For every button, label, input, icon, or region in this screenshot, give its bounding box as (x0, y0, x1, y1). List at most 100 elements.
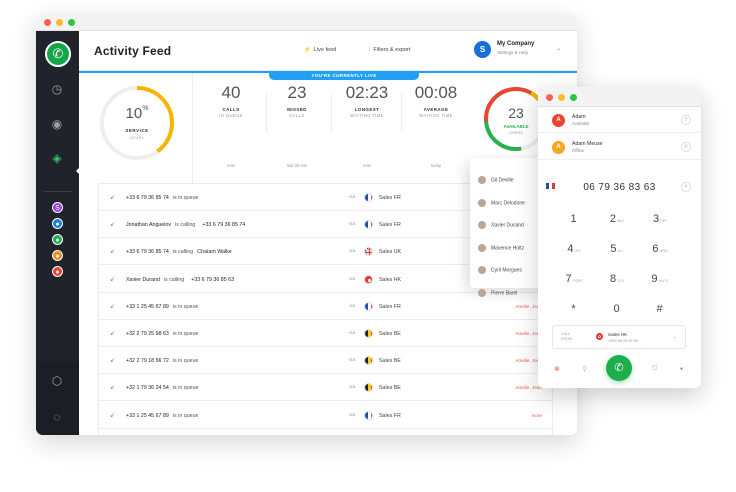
voicemail-icon[interactable]: ⊚ (554, 366, 560, 373)
agent-name: Marc Delodone (491, 199, 525, 206)
analytics-icon[interactable]: ◈ (52, 151, 62, 165)
live-feed-button[interactable]: ⚡ Live feed (304, 47, 336, 53)
keypad-key[interactable]: 6MNO (645, 239, 675, 257)
country-flag-icon[interactable] (546, 183, 555, 191)
close-window-button[interactable] (546, 94, 553, 101)
key-letters: PQRS (572, 279, 583, 283)
call-contact-icon[interactable]: ✆ (681, 142, 691, 152)
call-from-selector[interactable]: CALL FROM ✿ Sales HK +852 58 26 96 56 ⌄ (552, 325, 686, 349)
team-red-icon[interactable]: ● (52, 266, 63, 277)
line-name: Sales BE (379, 358, 401, 365)
stat-foot: last 30 min (286, 163, 308, 168)
agent-name: Pierre Barel (491, 289, 518, 296)
via-label: via (349, 358, 356, 364)
table-row[interactable]: ↙ +33 1 25 45 67 89 is in queue via Sales FR… (99, 402, 554, 429)
incoming-call-icon: ↙ (110, 222, 116, 229)
call-description: +33 1 25 45 67 89 is in queue (126, 304, 205, 310)
stat-value: 02:23 (345, 83, 389, 102)
call-button[interactable]: ✆ (606, 355, 632, 381)
contact-item[interactable]: A Adam Available ✆ (538, 107, 701, 133)
keypad-key[interactable]: 3DEF (645, 209, 675, 227)
agent-item[interactable]: Maxence Holtz (478, 243, 524, 252)
minimize-window-button[interactable] (56, 19, 63, 26)
company-settings-link: Settings & Help (497, 50, 529, 55)
incoming-call-icon: ↙ (110, 276, 116, 283)
table-row[interactable]: ↙ +32 1 79 36 24 54 is in queue via Sales BE… (99, 374, 554, 402)
stat-divider (331, 93, 332, 133)
stat-sublabel: CALLS (289, 113, 305, 118)
keypad-key[interactable]: 9WXYZ (645, 269, 675, 287)
team-orange-icon[interactable]: ● (52, 250, 63, 261)
table-row[interactable]: ↙ Jonathan Anguelov is calling +33 6 79 36 … (99, 211, 554, 239)
team-green-icon[interactable]: ● (52, 234, 63, 245)
key-letters: DEF (660, 219, 668, 223)
key-letters: GHI (574, 249, 581, 253)
key-letters: MNO (659, 249, 668, 253)
filters-export-button[interactable]: ⫶ Filters & export (369, 47, 410, 54)
team-purple-icon[interactable]: S (52, 202, 63, 213)
call-action: is in queue (172, 412, 199, 419)
keypad-key[interactable]: 7PQRS (559, 269, 589, 287)
ringing-agents[interactable]: Amelie, Jean (515, 358, 542, 364)
ringing-agents[interactable]: Amelie, Jean (515, 331, 542, 336)
avatar (478, 176, 486, 184)
table-row[interactable]: ↙ +32 2 79 25 98 63 is in queue via Sales BE… (99, 320, 554, 347)
table-row[interactable]: ↙ Xavier Durand is calling +33 6 79 36 85 6… (99, 266, 554, 293)
call-action: is in queue (172, 195, 199, 201)
table-row[interactable]: ↙ +32 2 79 18 56 72 is in queue via Sales BE… (99, 347, 554, 375)
keypad-key[interactable]: * (559, 299, 589, 317)
keypad-key[interactable]: 1 (559, 209, 589, 227)
stat-divider (266, 93, 267, 133)
contact-item[interactable]: A Adam Meuse Offline ✆ (538, 134, 701, 160)
table-row[interactable]: ↙ +33 6 79 36 85 74 is in queue via Sales FR (99, 184, 554, 211)
call-contact-icon[interactable]: ✆ (681, 115, 691, 125)
keypad-key[interactable]: 0 (602, 299, 632, 317)
contacts-icon[interactable]: ◉ (51, 117, 63, 131)
calls-history-icon[interactable]: ◷ (51, 82, 63, 96)
agent-item[interactable]: Cyril Morgues (478, 266, 522, 274)
table-row[interactable]: ↙ +33 6 79 36 85 74 is calling Chaïam Walke… (99, 238, 554, 266)
service-level-value: 10% (125, 105, 149, 122)
company-name: My Company (497, 41, 535, 47)
minimize-window-button[interactable] (558, 94, 565, 101)
incoming-call-icon: ↙ (110, 195, 116, 201)
stat-label: MISSED (287, 107, 307, 112)
maximize-window-button[interactable] (570, 94, 577, 101)
key-digit: 4 (567, 243, 574, 255)
agent-item[interactable]: Xavier Ducand (478, 221, 524, 229)
stat-sublabel: WAITING TIME (419, 113, 453, 118)
close-window-button[interactable] (44, 19, 51, 26)
keypad-key[interactable]: 2ABC (602, 209, 632, 227)
key-digit: 7 (565, 273, 572, 285)
dial-input[interactable]: 06 79 36 83 63 × (538, 175, 701, 199)
power-icon[interactable]: ⏻ (652, 365, 658, 372)
agent-item[interactable]: Gil Deville (478, 176, 514, 184)
keypad-key[interactable]: 5JKL (602, 239, 632, 257)
key-digit: 8 (609, 273, 617, 285)
key-digit: 5 (610, 243, 617, 255)
sidebar-divider (44, 191, 72, 192)
settings-icon[interactable]: ⬡ (51, 374, 63, 388)
keypad-key[interactable]: # (645, 299, 675, 317)
ringing-agents[interactable]: Amelie, Jean (515, 303, 542, 309)
flag-fr-icon (364, 301, 373, 311)
transfer-icon[interactable]: ⚲ (582, 366, 588, 373)
key-digit: 3 (652, 213, 660, 225)
line-name: Sales FR (379, 195, 401, 201)
phone-logo-icon[interactable]: ✆ (45, 41, 71, 67)
clear-icon[interactable]: × (681, 182, 691, 192)
maximize-window-button[interactable] (68, 19, 75, 26)
via-label: via (349, 276, 356, 282)
ringing-agents[interactable]: more (531, 412, 542, 418)
caller: Jonathan Anguelov (126, 222, 172, 229)
keypad-key[interactable]: 8TUV (602, 269, 632, 287)
key-digit: 0 (613, 303, 620, 315)
table-row[interactable]: ↙ +33 1 25 45 67 89 is in queue via Sales FR… (99, 293, 554, 320)
agent-item[interactable]: Pierre Barel (478, 288, 518, 297)
agent-item[interactable]: Marc Delodone (478, 198, 525, 207)
team-blue-icon[interactable]: ● (52, 218, 63, 229)
ringing-agents[interactable]: Amelie, Jean (515, 385, 542, 391)
users-gauge-value: 23 (508, 105, 524, 121)
keypad-key[interactable]: 4GHI (559, 239, 589, 257)
profile-icon[interactable]: ◌ (53, 410, 61, 424)
